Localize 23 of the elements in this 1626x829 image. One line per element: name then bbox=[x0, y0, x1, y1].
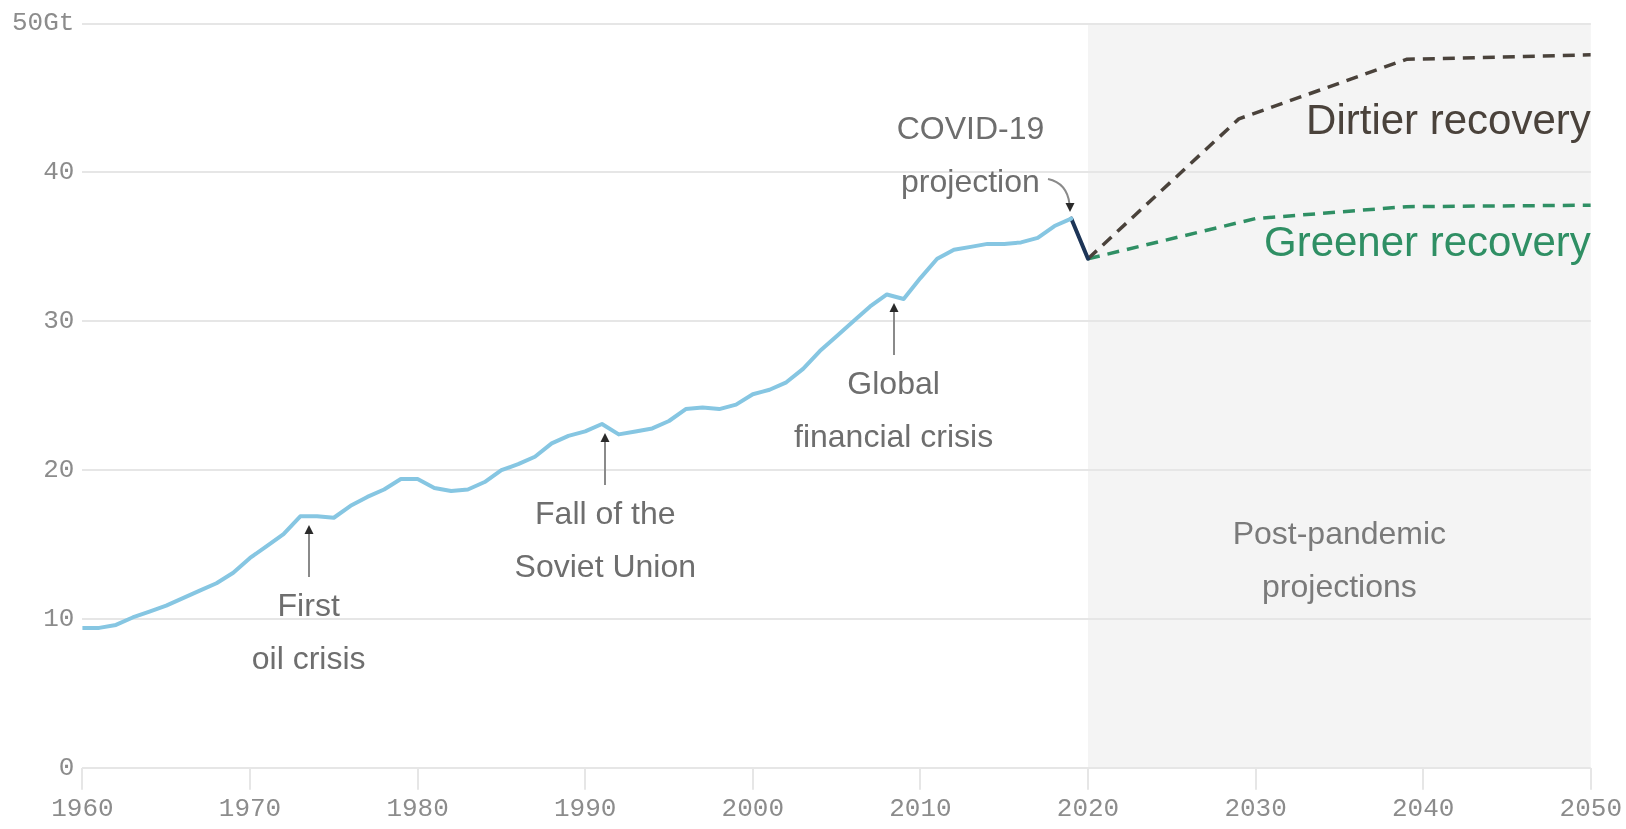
x-tick-label: 2010 bbox=[889, 794, 952, 825]
y-tick-label: 30 bbox=[43, 306, 75, 337]
x-tick-label: 2020 bbox=[1056, 794, 1120, 825]
x-tick-label: 2000 bbox=[721, 794, 785, 825]
annotation: COVID-19 projection bbox=[896, 109, 1045, 199]
x-tick-label: 1970 bbox=[218, 794, 282, 825]
annotation: Global financial crisis bbox=[794, 365, 994, 455]
y-tick-label: 0 bbox=[58, 752, 75, 783]
x-tick-label: 1990 bbox=[553, 794, 617, 825]
series-label: Dirtier recovery bbox=[1306, 95, 1591, 143]
series-label: Greener recovery bbox=[1264, 218, 1591, 266]
annotation: First oil crisis bbox=[251, 587, 366, 677]
band-label: Post-pandemic projections bbox=[1232, 514, 1447, 604]
y-tick-label: 40 bbox=[43, 157, 75, 188]
y-tick-label: 10 bbox=[43, 603, 75, 634]
x-tick-label: 2040 bbox=[1391, 794, 1455, 825]
x-tick-label: 1960 bbox=[51, 794, 114, 825]
y-tick-label: 20 bbox=[43, 455, 75, 486]
y-tick-label: 50Gt bbox=[11, 8, 75, 39]
annotation: Fall of the Soviet Union bbox=[514, 494, 697, 584]
x-tick-label: 2050 bbox=[1559, 794, 1623, 825]
x-tick-label: 2030 bbox=[1224, 794, 1287, 825]
x-tick-label: 1980 bbox=[386, 794, 449, 825]
